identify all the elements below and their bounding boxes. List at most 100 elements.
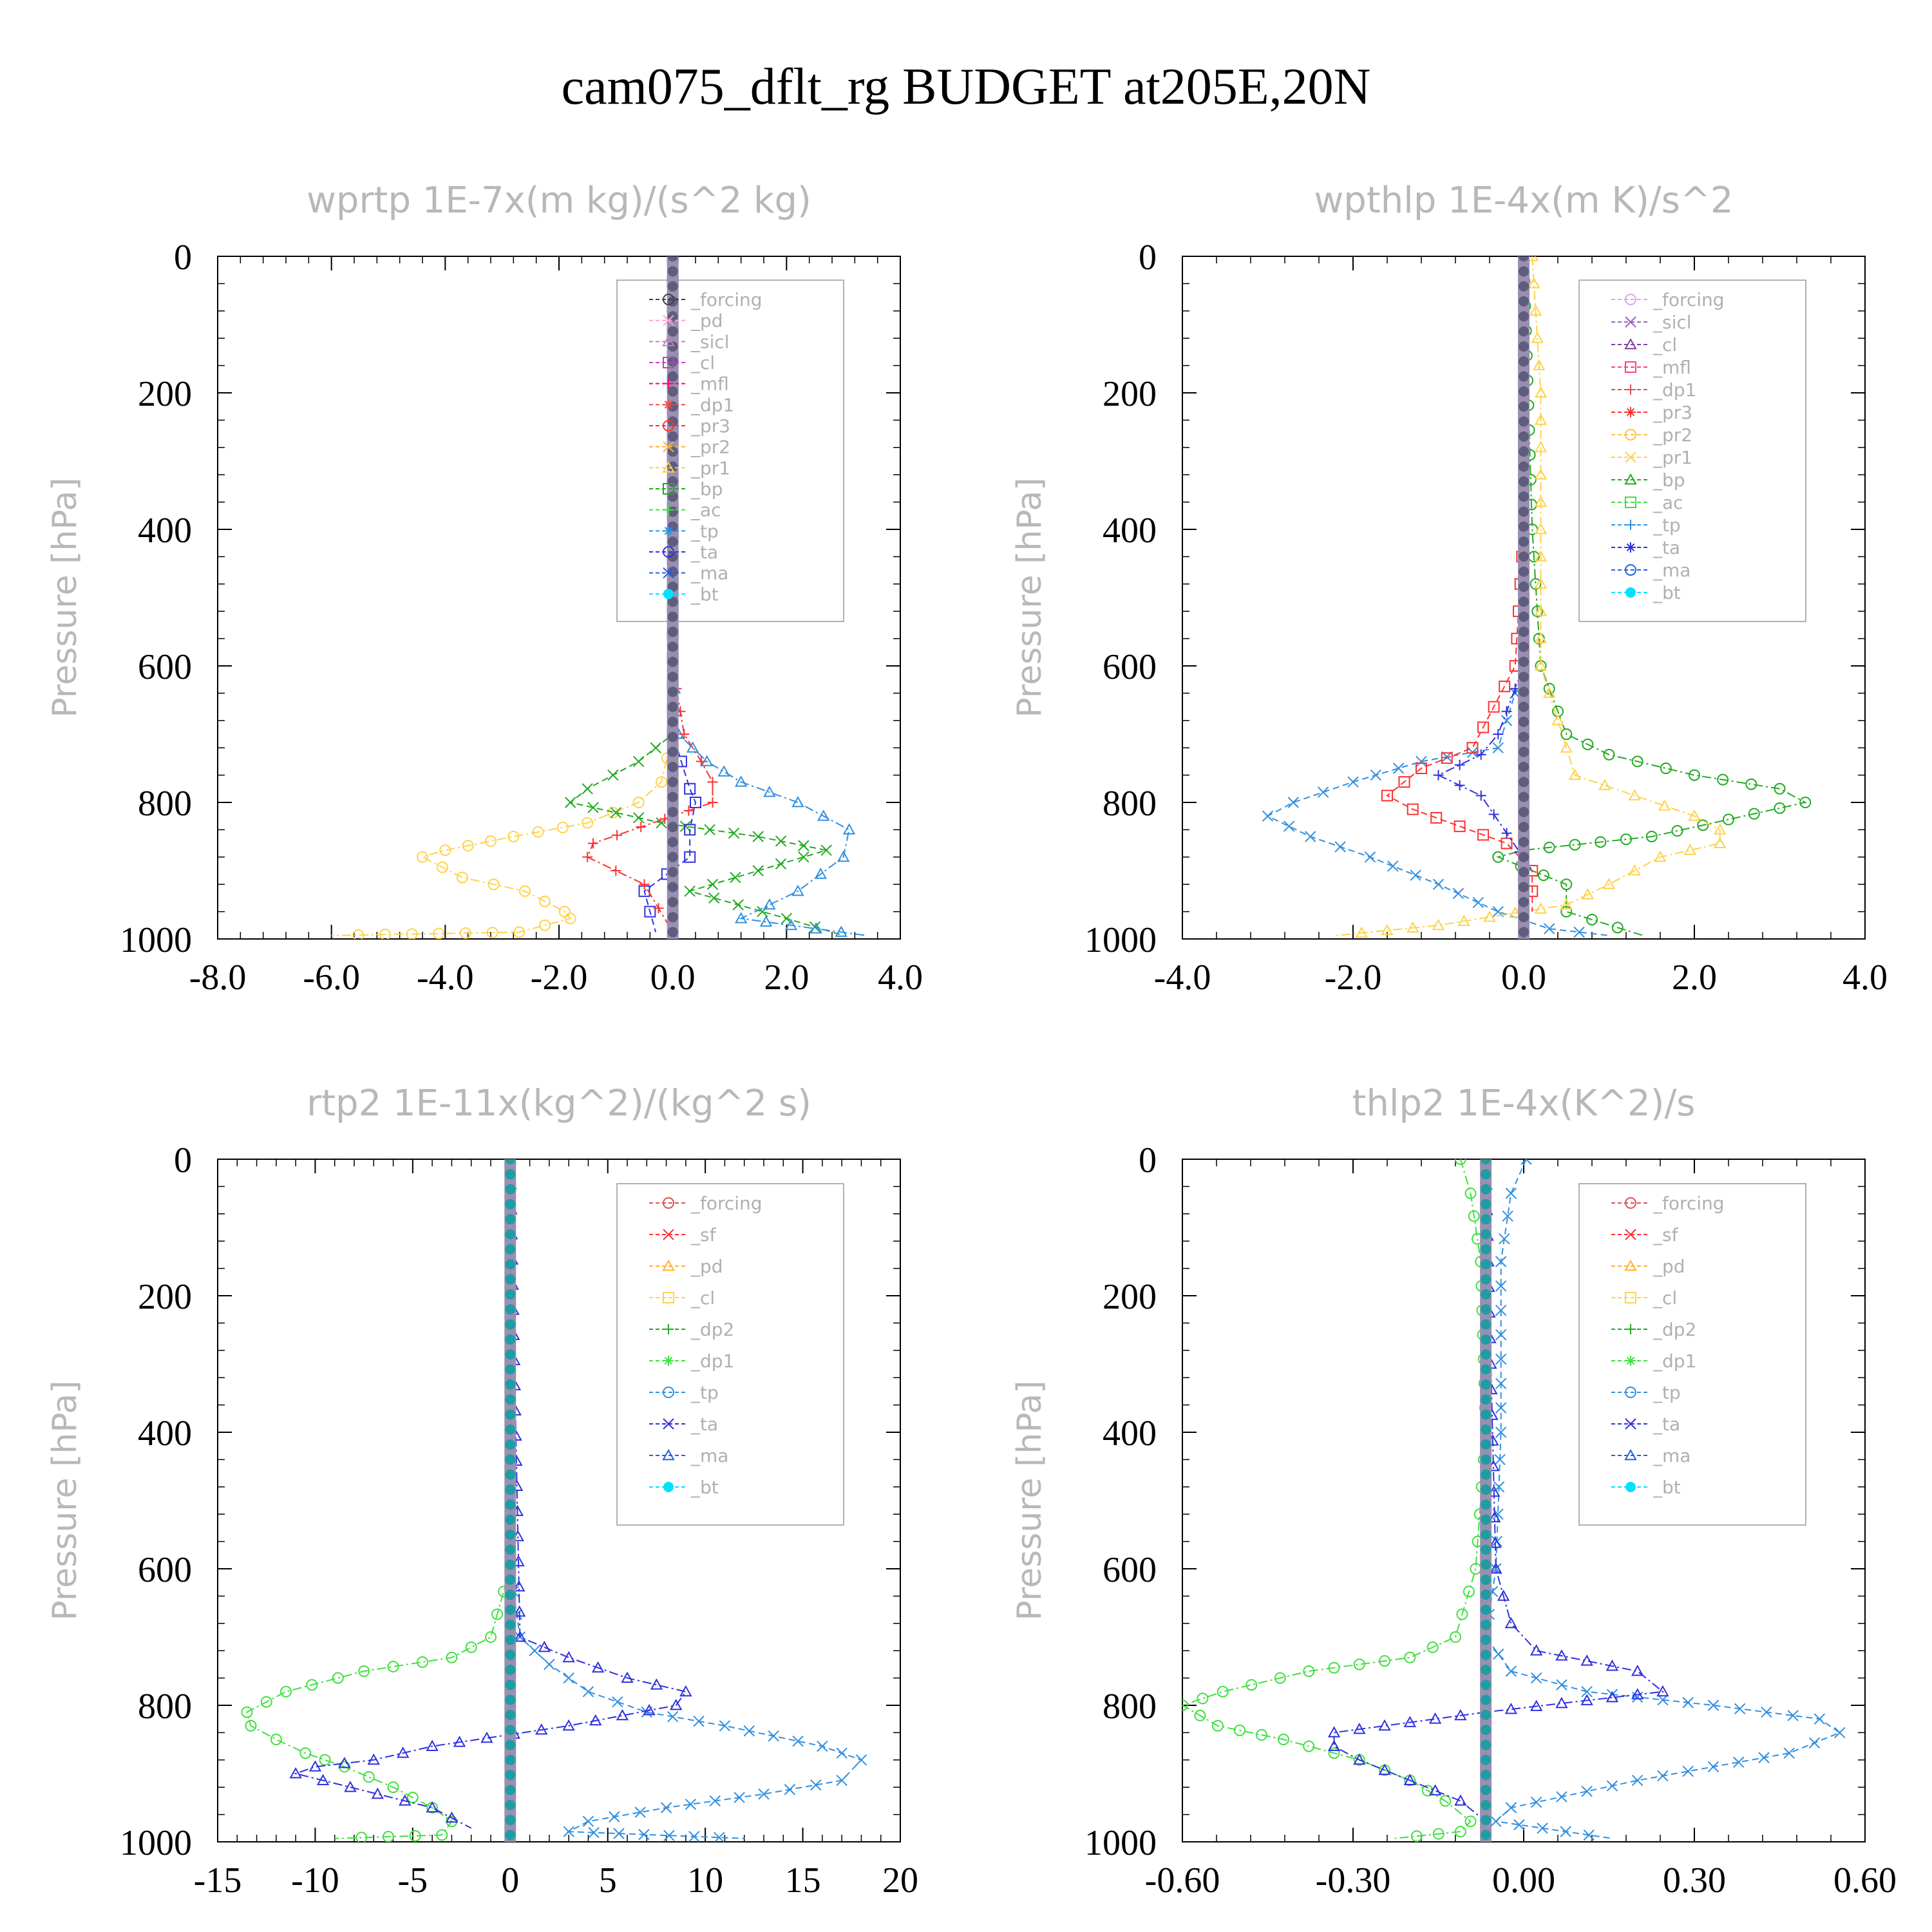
series-point bbox=[562, 1651, 575, 1663]
series-point bbox=[1481, 1589, 1492, 1600]
series-point bbox=[1481, 1785, 1492, 1795]
series-point bbox=[667, 371, 678, 382]
series-point bbox=[1495, 1329, 1507, 1341]
series-point bbox=[1481, 1289, 1492, 1300]
series-point bbox=[667, 687, 678, 697]
series-point bbox=[667, 896, 678, 907]
series-point bbox=[591, 1661, 605, 1673]
series-point bbox=[505, 1709, 516, 1720]
series-point bbox=[1602, 878, 1616, 889]
series-point bbox=[1519, 582, 1529, 592]
series-point bbox=[1452, 887, 1464, 900]
series-point bbox=[1410, 1830, 1423, 1842]
series-point bbox=[734, 775, 748, 787]
series-point bbox=[1454, 1159, 1466, 1165]
series-point bbox=[1519, 927, 1529, 938]
series-point bbox=[1580, 1694, 1593, 1705]
series-point bbox=[1505, 1188, 1517, 1199]
series-point bbox=[582, 1686, 594, 1698]
series-point bbox=[759, 915, 773, 927]
series-point bbox=[667, 266, 678, 277]
series-point bbox=[1551, 714, 1564, 726]
series-point bbox=[587, 802, 599, 813]
series-point bbox=[505, 1289, 516, 1300]
legend-entry: _ma bbox=[1611, 560, 1690, 581]
series-point bbox=[1534, 632, 1548, 643]
series-point bbox=[1495, 1426, 1507, 1438]
legend-label: _sicl bbox=[690, 331, 730, 352]
series-point bbox=[505, 1664, 516, 1675]
legend-entry: _dp1 bbox=[649, 1350, 734, 1372]
series-point bbox=[1543, 687, 1556, 698]
series-point bbox=[1481, 1379, 1492, 1390]
series-point bbox=[1428, 1712, 1442, 1724]
series-point bbox=[1631, 1774, 1643, 1786]
series-point bbox=[1580, 1654, 1593, 1666]
legend-entry: _forcing bbox=[1611, 1193, 1725, 1214]
series-point bbox=[709, 1795, 721, 1807]
series-point bbox=[1534, 386, 1548, 398]
series-point bbox=[505, 1319, 516, 1330]
series-point bbox=[667, 341, 678, 352]
x-tick-label: -0.60 bbox=[1145, 1861, 1220, 1900]
series-point bbox=[505, 1514, 516, 1525]
legend-label: _pr1 bbox=[1653, 447, 1692, 468]
series-point bbox=[505, 1214, 516, 1225]
series-point bbox=[667, 256, 678, 261]
x-tick-label: -8.0 bbox=[189, 958, 247, 998]
y-tick-label: 400 bbox=[138, 511, 192, 551]
series-point bbox=[1454, 1794, 1467, 1806]
series-point bbox=[1481, 1739, 1492, 1750]
legend-entry: _ta bbox=[1611, 1414, 1680, 1435]
series-point bbox=[1732, 1756, 1745, 1768]
series-point bbox=[319, 1754, 331, 1766]
series-point bbox=[1481, 1424, 1492, 1435]
series-point bbox=[1519, 281, 1529, 292]
series-point bbox=[683, 805, 694, 816]
series-point bbox=[1481, 1770, 1492, 1781]
series-point bbox=[1534, 577, 1548, 589]
series-point bbox=[1531, 605, 1544, 618]
series-point bbox=[1534, 440, 1548, 453]
series-point bbox=[453, 1736, 466, 1747]
series-point bbox=[505, 1229, 516, 1240]
series-point bbox=[1432, 918, 1445, 931]
series-point bbox=[367, 1753, 380, 1765]
series-point bbox=[1534, 902, 1548, 914]
series-point bbox=[513, 1605, 526, 1617]
series-point bbox=[667, 777, 678, 788]
legend-entry: _cl bbox=[1611, 334, 1677, 355]
series-point bbox=[791, 795, 804, 808]
legend-entry: _dp1 bbox=[1611, 1350, 1696, 1372]
series-point bbox=[563, 1826, 574, 1837]
series-point bbox=[1194, 1709, 1206, 1721]
series-point bbox=[667, 281, 678, 292]
series-point bbox=[245, 1719, 257, 1732]
legend-label: _dp2 bbox=[690, 1319, 734, 1340]
series-point bbox=[667, 416, 678, 427]
series-point bbox=[1488, 1511, 1501, 1522]
series-point bbox=[1475, 749, 1486, 760]
series-point bbox=[1774, 782, 1786, 795]
series-point bbox=[486, 927, 498, 939]
panel-title: thlp2 1E-4x(K^2)/s bbox=[1352, 1083, 1696, 1124]
series-line-dp1 bbox=[246, 1159, 511, 1839]
chart-panel-1: wprtp 1E-7x(m kg)/(s^2 kg) Pressure [hPa]… bbox=[46, 180, 923, 998]
series-point bbox=[505, 1634, 516, 1645]
series-point bbox=[1262, 810, 1274, 822]
series-point bbox=[1519, 716, 1529, 727]
series-point bbox=[289, 1766, 302, 1779]
series-point bbox=[1495, 1280, 1507, 1292]
series-point bbox=[1620, 833, 1632, 846]
y-tick-label: 0 bbox=[174, 238, 192, 278]
series-point bbox=[332, 1672, 344, 1684]
series-point bbox=[667, 822, 678, 833]
series-point bbox=[563, 1672, 574, 1684]
series-point bbox=[632, 812, 645, 824]
series-point bbox=[775, 835, 787, 847]
series-point bbox=[280, 1685, 292, 1698]
series-point bbox=[1707, 1761, 1719, 1773]
series-point bbox=[505, 1454, 516, 1465]
series-point bbox=[1519, 822, 1529, 833]
series-point bbox=[743, 1725, 755, 1737]
